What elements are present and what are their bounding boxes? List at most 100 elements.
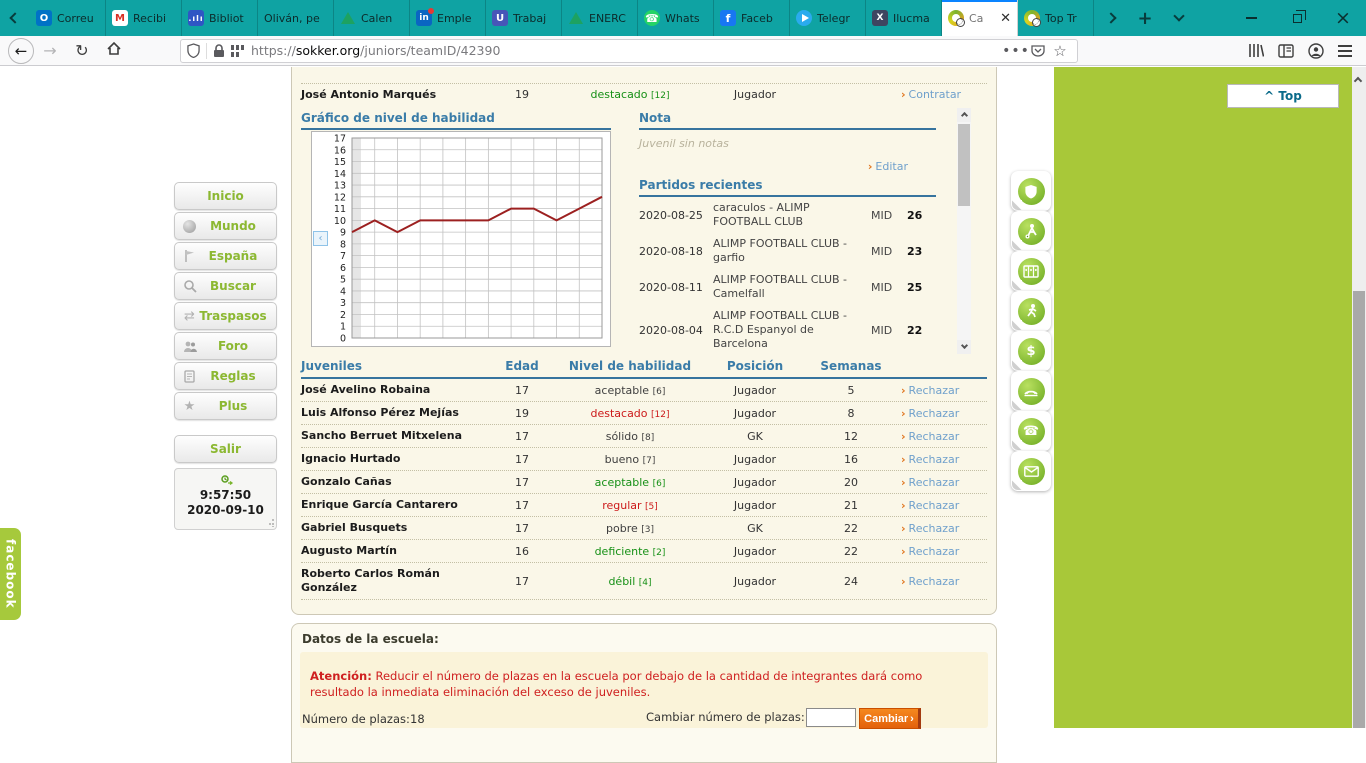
table-row: Gonzalo Cañas 17 aceptable [6] Jugador 2… (301, 471, 987, 494)
whatsapp-icon: ☎ (644, 10, 660, 26)
chart-prev-button[interactable]: ‹ (313, 231, 328, 246)
editar-link[interactable]: Editar (875, 160, 908, 173)
stadium-button[interactable] (1011, 371, 1051, 411)
tab-close-icon[interactable]: ✕ (1000, 11, 1011, 26)
arrow-icon: › (868, 160, 873, 173)
team-shield-button[interactable] (1011, 171, 1051, 211)
rechazar-link[interactable]: Rechazar (909, 430, 960, 443)
back-button[interactable]: ← (8, 38, 34, 64)
tab-ilucma[interactable]: XIlucma (866, 0, 942, 36)
scrollbar-down-button[interactable] (957, 340, 971, 354)
close-button[interactable]: × (1320, 0, 1366, 36)
sidebar-item-traspasos[interactable]: ⇄Traspasos (174, 302, 277, 330)
contratar-link[interactable]: Contratar (909, 88, 962, 101)
training-button[interactable] (1011, 291, 1051, 331)
rechazar-link[interactable]: Rechazar (909, 545, 960, 558)
tab-recibi[interactable]: MRecibi (106, 0, 182, 36)
new-tab-button[interactable]: + (1128, 0, 1162, 36)
dollar-icon: $ (1018, 338, 1045, 365)
rechazar-link[interactable]: Rechazar (909, 453, 960, 466)
menu-hamburger-icon[interactable] (1338, 42, 1352, 60)
sidebar-item-foro[interactable]: Foro (174, 332, 277, 360)
rechazar-link[interactable]: Rechazar (909, 522, 960, 535)
rechazar-link[interactable]: Rechazar (909, 407, 960, 420)
scrollbar-up-button[interactable] (957, 108, 971, 122)
bookmark-star-icon[interactable]: ☆ (1049, 42, 1071, 60)
contact-button[interactable]: ☎ (1011, 411, 1051, 451)
cambiar-button[interactable]: Cambiar› (859, 708, 921, 729)
match-row: 2020-08-11 ALIMP FOOTBALL CLUB - Camelfa… (639, 269, 936, 305)
chevron-left-icon (9, 12, 20, 23)
tab-faceb[interactable]: fFaceb (714, 0, 790, 36)
browser-scrollbar[interactable] (1352, 67, 1366, 728)
nota-scrollbar-thumb[interactable] (958, 124, 970, 206)
junior-name: José Antonio Marqués (301, 88, 493, 101)
minimize-button[interactable] (1228, 0, 1274, 36)
tab-top-tr[interactable]: Top Tr (1018, 0, 1094, 36)
library-icon[interactable] (1248, 43, 1264, 58)
svg-text:8: 8 (340, 239, 346, 250)
sidebar-item-reglas[interactable]: Reglas (174, 362, 277, 390)
sidebar-item-espana[interactable]: España (174, 242, 277, 270)
school-data-panel: Datos de la escuela: Atención: Reducir e… (291, 623, 997, 763)
tab-scroll-right-button[interactable] (1094, 0, 1128, 36)
forward-button[interactable]: → (34, 41, 66, 60)
tab-bibliot[interactable]: .ılıBibliot (182, 0, 258, 36)
messages-button[interactable] (1011, 451, 1051, 491)
rechazar-link[interactable]: Rechazar (909, 575, 960, 588)
arrow-icon: › (901, 88, 906, 101)
tab-enerc[interactable]: ENERC (562, 0, 638, 36)
browser-scrollbar-thumb[interactable] (1353, 291, 1365, 728)
scroll-to-top-button[interactable]: ^ Top (1227, 84, 1339, 108)
facebook-side-tab[interactable]: facebook (0, 528, 21, 620)
tab-trabaj[interactable]: UTrabaj (486, 0, 562, 36)
page-actions-icon[interactable]: ••• (1005, 43, 1027, 59)
tab-correu[interactable]: OCorreu (30, 0, 106, 36)
tab-list-dropdown-button[interactable] (1162, 0, 1196, 36)
nota-scrollbar[interactable] (957, 108, 971, 354)
toolbar-right (1248, 42, 1366, 60)
skill-chart: 01234567891011121314151617 ‹ (311, 131, 611, 347)
account-icon[interactable] (1308, 43, 1324, 59)
tab-scroll-left-button[interactable] (0, 0, 30, 36)
rechazar-link[interactable]: Rechazar (909, 384, 960, 397)
resize-grip[interactable] (266, 519, 274, 527)
address-bar[interactable]: https://sokker.org/juniors/teamID/42390 … (180, 39, 1078, 63)
home-button[interactable] (98, 41, 130, 61)
close-icon: × (1335, 7, 1351, 29)
lineup-button[interactable] (1011, 251, 1051, 291)
change-plazas-label: Cambiar número de plazas: (646, 710, 805, 724)
rechazar-link[interactable]: Rechazar (909, 476, 960, 489)
sidebar-icon[interactable] (1278, 44, 1294, 58)
tab-sokker-active[interactable]: Ca✕ (942, 0, 1018, 36)
tab-telegr[interactable]: Telegr (790, 0, 866, 36)
transfer-icon: ⇄ (182, 309, 197, 324)
juveniles-table-header: Juveniles Edad Nivel de habilidad Posici… (301, 359, 987, 379)
sidebar-item-plus[interactable]: ★Plus (174, 392, 277, 420)
tab-emple[interactable]: inEmple (410, 0, 486, 36)
table-row: Luis Alfonso Pérez Mejías 19 destacado [… (301, 402, 987, 425)
finances-button[interactable]: $ (1011, 331, 1051, 371)
rechazar-link[interactable]: Rechazar (909, 499, 960, 512)
sidebar-item-mundo[interactable]: Mundo (174, 212, 277, 240)
restore-icon (1293, 14, 1302, 23)
change-plazas-input[interactable] (806, 708, 856, 727)
svg-text:15: 15 (334, 157, 346, 168)
restore-button[interactable] (1274, 0, 1320, 36)
sidebar-item-inicio[interactable]: Inicio (174, 182, 277, 210)
pocket-icon[interactable] (1027, 44, 1049, 58)
svg-text:4: 4 (340, 286, 346, 297)
facebook-icon: f (720, 10, 736, 26)
tab-olivan[interactable]: Oliván, pe (258, 0, 334, 36)
people-icon (182, 339, 197, 354)
reload-button[interactable]: ↻ (66, 41, 98, 60)
svg-text:17: 17 (334, 134, 346, 145)
players-button[interactable] (1011, 211, 1051, 251)
tab-calen[interactable]: Calen (334, 0, 410, 36)
stadium-icon (1018, 378, 1045, 405)
sidebar-item-buscar[interactable]: Buscar (174, 272, 277, 300)
sokker-icon (948, 10, 964, 26)
tab-whats[interactable]: ☎Whats (638, 0, 714, 36)
salir-button[interactable]: Salir (174, 435, 277, 463)
clock-icon (175, 472, 276, 488)
